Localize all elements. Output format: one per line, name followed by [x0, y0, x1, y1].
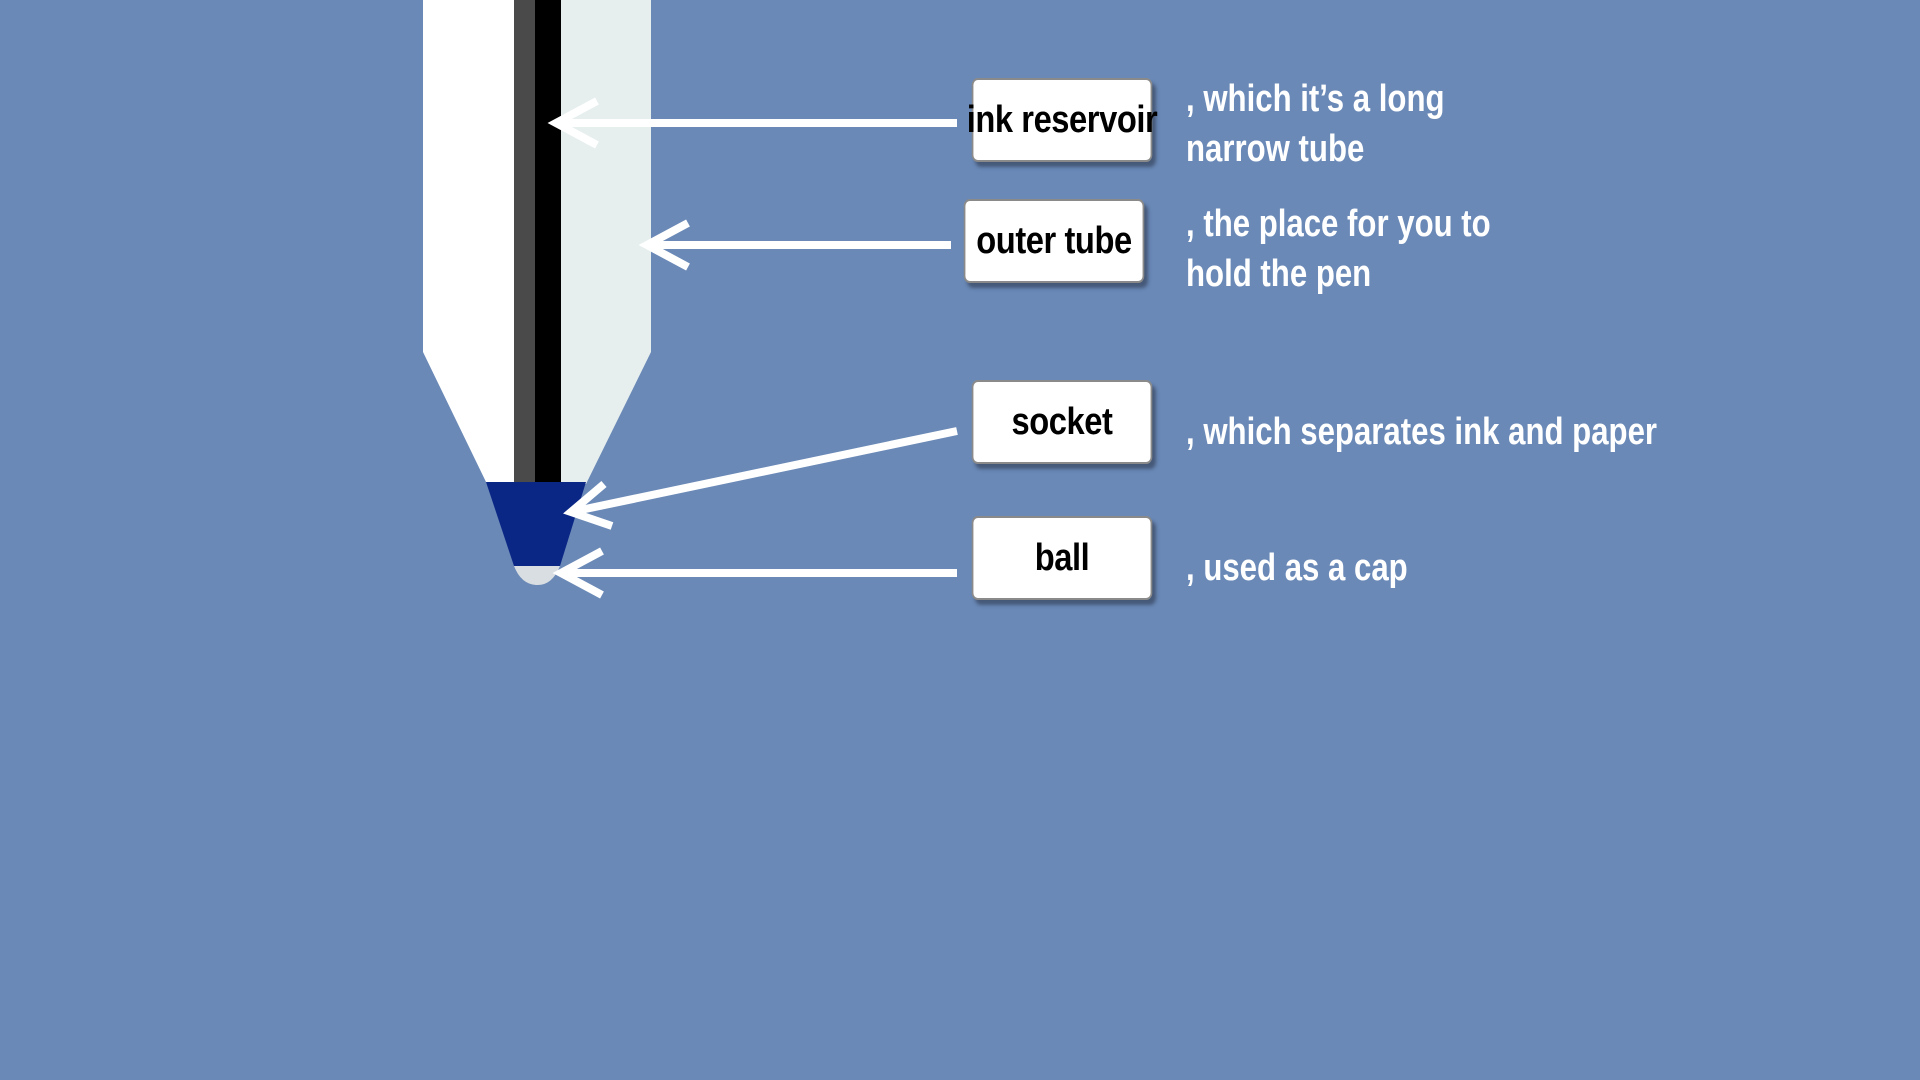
label-ball-text: ball — [1034, 536, 1090, 579]
ink-reservoir-core — [535, 0, 561, 484]
description-socket: , which separates ink and paper — [1186, 407, 1657, 457]
socket-shape — [486, 482, 586, 566]
arrow-ink-reservoir — [547, 97, 957, 149]
label-ink-reservoir-text: ink reservoir — [966, 98, 1158, 141]
label-outer-tube-text: outer tube — [976, 219, 1132, 262]
description-ink-reservoir-line1: , which it’s a long — [1186, 78, 1445, 120]
arrow-socket — [563, 427, 958, 530]
description-ball-line1: , used as a cap — [1186, 547, 1408, 589]
label-ink-reservoir: ink reservoir — [967, 78, 1158, 162]
label-socket: socket — [971, 380, 1153, 464]
description-outer-tube-line1: , the place for you to — [1186, 203, 1491, 245]
description-outer-tube: , the place for you to hold the pen — [1186, 199, 1491, 299]
arrow-ball — [552, 547, 957, 599]
ball-shape — [514, 566, 560, 586]
pen-barrel-left — [423, 0, 514, 484]
description-socket-line1: , which separates ink and paper — [1186, 411, 1658, 453]
description-ink-reservoir: , which it’s a long narrow tube — [1186, 74, 1445, 174]
description-ink-reservoir-line2: narrow tube — [1186, 128, 1365, 170]
label-outer-tube: outer tube — [963, 199, 1145, 283]
description-outer-tube-line2: hold the pen — [1186, 253, 1372, 295]
label-ball: ball — [971, 516, 1153, 600]
arrow-outer-tube — [638, 219, 951, 271]
label-socket-text: socket — [1011, 400, 1113, 443]
description-ball: , used as a cap — [1186, 543, 1408, 593]
ink-reservoir-outer — [514, 0, 535, 484]
